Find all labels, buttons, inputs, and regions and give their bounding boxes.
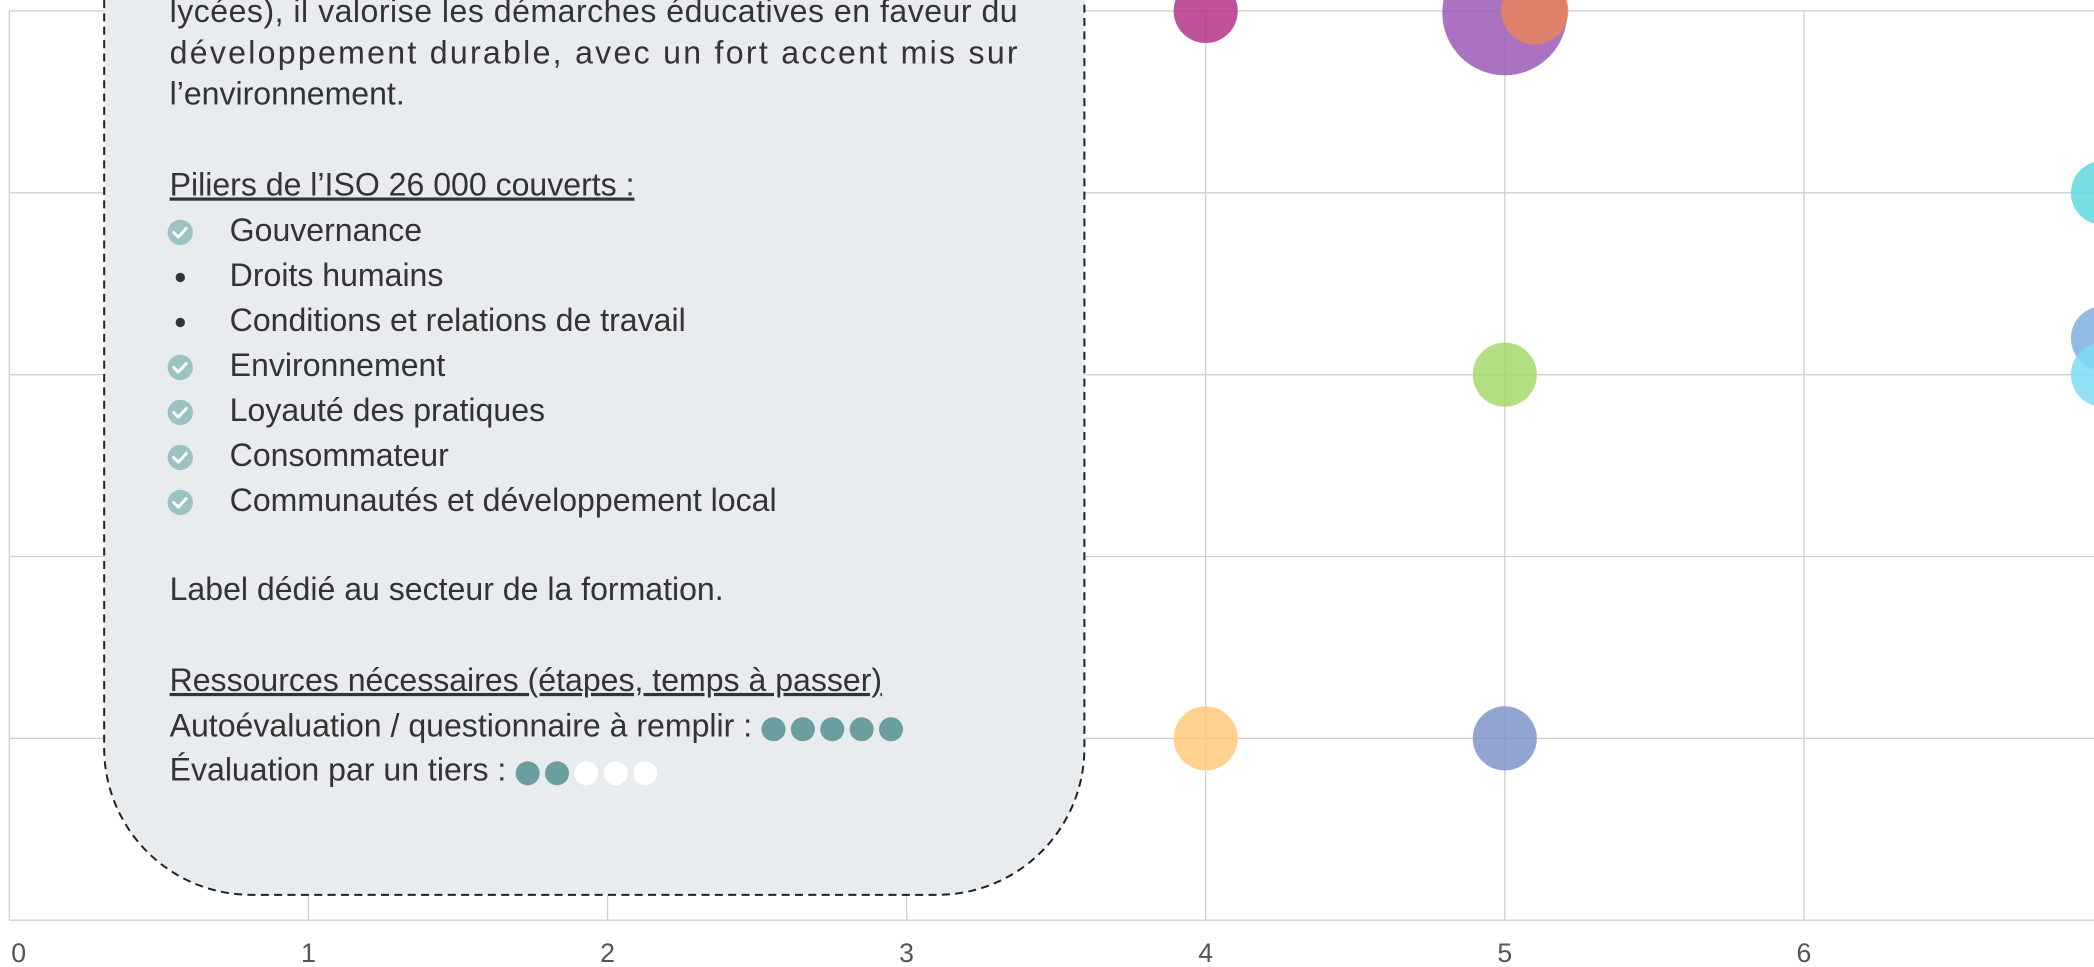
rating-dot-empty <box>603 761 628 786</box>
x-tick-label: 5 <box>1497 938 1512 967</box>
check-icon <box>167 444 193 471</box>
pillar-label: Conditions et relations de travail <box>230 302 686 338</box>
rating-dot-filled <box>820 717 845 742</box>
x-tick-label: 3 <box>899 938 914 967</box>
bullet <box>175 272 185 283</box>
pillar-label: Droits humains <box>230 257 444 293</box>
section-heading: Piliers de l’ISO 26 000 couverts : <box>170 166 635 202</box>
x-tick-label: 4 <box>1198 938 1213 967</box>
pillar-label: Consommateur <box>230 437 449 473</box>
resource-label: Évaluation par un tiers : <box>170 751 507 787</box>
check-mark <box>172 496 188 509</box>
resource-label: Autoévaluation / questionnaire à remplir… <box>170 707 753 743</box>
rating-dot-filled <box>515 761 540 786</box>
check-mark <box>172 451 188 464</box>
x-tick-label: 2 <box>600 938 615 967</box>
bubble <box>1472 342 1537 407</box>
check-icon <box>167 354 193 381</box>
check-mark <box>172 361 188 374</box>
section-heading: Ressources nécessaires (étapes, temps à … <box>170 662 882 698</box>
rating-dot-filled <box>761 717 786 742</box>
paragraph-line: l’environnement. <box>170 76 405 112</box>
rating-dot-empty <box>574 761 599 786</box>
bubble <box>1173 0 1238 44</box>
tooltip-box <box>103 0 1086 896</box>
rating-dot-filled <box>790 717 815 742</box>
pillar-label: Gouvernance <box>230 212 422 248</box>
bubble <box>1501 0 1569 45</box>
check-icon <box>167 399 193 426</box>
note: Label dédié au secteur de la formation. <box>170 571 724 607</box>
paragraph-line: lycées), il valorise les démarches éduca… <box>170 0 1018 29</box>
check-mark <box>172 226 188 239</box>
pillar-label: Loyauté des pratiques <box>230 392 545 428</box>
check-icon <box>167 489 193 516</box>
check-icon <box>167 219 193 246</box>
bubble <box>1173 706 1238 771</box>
x-tick-label: 6 <box>1796 938 1811 967</box>
x-tick-label: 1 <box>301 938 316 967</box>
x-tick-label: 0 <box>11 938 26 967</box>
rating-dot-filled <box>879 717 904 742</box>
check-mark <box>172 406 188 419</box>
rating-dot-empty <box>633 761 658 786</box>
tooltip: lycées), il valorise les démarches éduca… <box>103 0 1086 896</box>
pillar-label: Communautés et développement local <box>230 482 777 518</box>
rating-dot-filled <box>545 761 570 786</box>
bullet <box>175 317 185 328</box>
bubble <box>2070 162 2094 224</box>
bubble <box>2070 343 2094 406</box>
bubble <box>1472 706 1537 771</box>
rating-dot-filled <box>849 717 874 742</box>
pillar-label: Environnement <box>230 347 446 383</box>
